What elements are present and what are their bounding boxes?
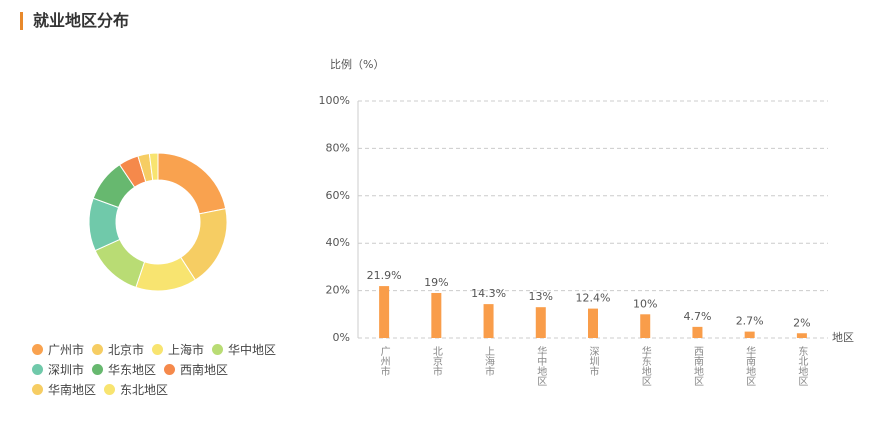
x-tick-label: 深圳市 [587, 346, 599, 377]
legend-item: 广州市 [32, 341, 84, 357]
legend-item: 华东地区 [92, 361, 156, 377]
legend-swatch [104, 383, 116, 395]
bar [692, 326, 703, 338]
x-axis-label: 地区 [832, 331, 854, 344]
legend-item: 北京市 [92, 341, 144, 357]
x-tick-label: 北京市 [430, 346, 442, 377]
value-label: 14.3% [471, 287, 506, 300]
x-tick-label: 华东地区 [639, 345, 651, 386]
x-tick-label: 东北地区 [796, 345, 808, 386]
legend-label: 广州市 [48, 342, 85, 357]
legend-swatch [32, 363, 43, 375]
y-tick-label: 0% [333, 331, 350, 344]
donut-slice [157, 152, 227, 215]
legend-item: 上海市 [152, 341, 204, 357]
y-tick-label: 80% [326, 141, 350, 154]
y-tick-label: 40% [326, 236, 350, 249]
y-tick-label: 20% [326, 284, 350, 297]
bar [535, 307, 546, 338]
bar [431, 292, 442, 338]
legend-label: 华南地区 [48, 382, 97, 397]
legend-swatch [32, 383, 43, 395]
legend-item: 东北地区 [104, 381, 168, 397]
legend-label: 东北地区 [120, 382, 169, 397]
value-label: 2% [793, 316, 810, 329]
legend-label: 华东地区 [108, 362, 157, 377]
value-label: 4.7% [683, 310, 711, 323]
legend-swatch [152, 343, 164, 355]
x-tick-label: 西南地区 [691, 346, 703, 386]
bar [744, 331, 755, 338]
page-title: 就业地区分布 [20, 12, 129, 30]
legend-item: 深圳市 [32, 361, 84, 377]
legend-item: 华南地区 [32, 381, 96, 397]
legend-swatch [92, 343, 104, 355]
value-label: 19% [424, 276, 448, 289]
legend-swatch [32, 343, 43, 355]
legend-swatch [164, 363, 176, 375]
x-tick-label: 华南地区 [744, 345, 756, 386]
value-label: 12.4% [576, 292, 611, 305]
value-label: 10% [633, 297, 657, 310]
bar [796, 333, 807, 338]
value-label: 2.7% [736, 315, 764, 328]
donut-slice [148, 152, 159, 181]
legend-label: 深圳市 [48, 362, 85, 377]
bar [379, 286, 390, 338]
value-label: 13% [529, 290, 553, 303]
legend-label: 北京市 [108, 342, 145, 357]
x-tick-label: 上海市 [483, 346, 495, 377]
bar [640, 314, 651, 338]
y-tick-label: 60% [326, 189, 350, 202]
bar [483, 304, 494, 338]
x-tick-label: 华中地区 [535, 345, 547, 386]
legend: 广州市 北京市 上海市 华中地区深圳市 华东地区 西南地区华南地区 东北地区 [32, 341, 292, 401]
legend-label: 华中地区 [228, 342, 277, 357]
legend-item: 西南地区 [164, 361, 228, 377]
value-label: 21.9% [367, 269, 402, 282]
x-tick-label: 广州市 [378, 346, 390, 377]
legend-swatch [212, 343, 224, 355]
bar [588, 308, 598, 338]
y-tick-label: 100% [319, 94, 350, 107]
legend-swatch [92, 363, 104, 375]
legend-label: 西南地区 [180, 362, 229, 377]
legend-item: 华中地区 [212, 341, 276, 357]
legend-label: 上海市 [168, 342, 205, 357]
y-axis-label: 比例（%） [330, 57, 384, 71]
